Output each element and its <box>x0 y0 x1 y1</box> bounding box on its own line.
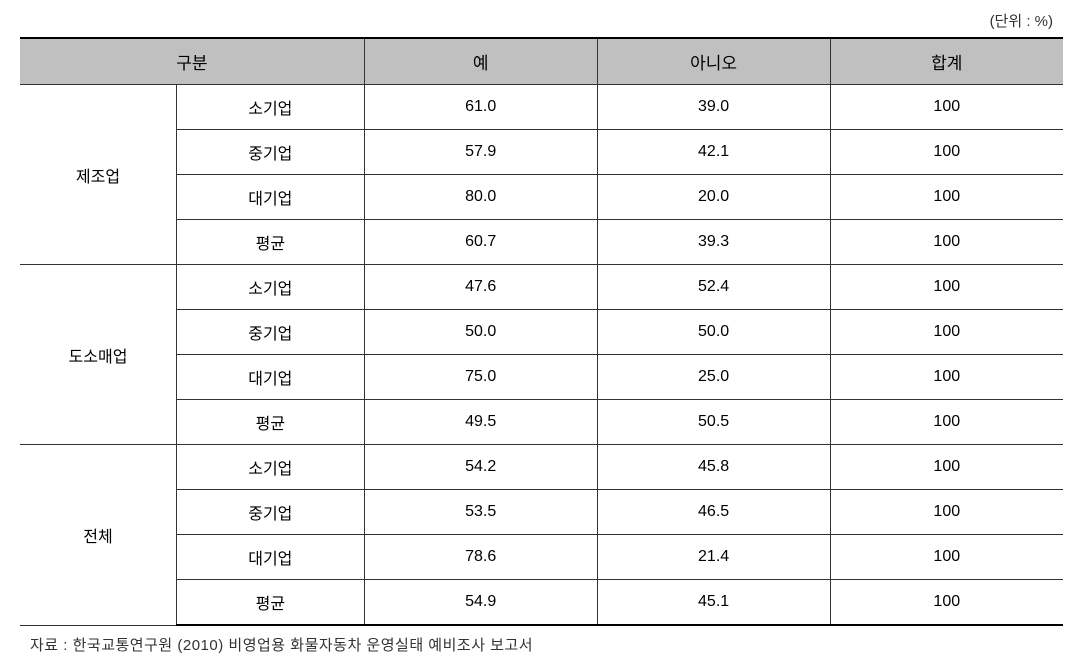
cell-total: 100 <box>830 265 1063 310</box>
sub-label: 소기업 <box>176 445 364 490</box>
table-row: 제조업 소기업 61.0 39.0 100 <box>20 85 1063 130</box>
cell-yes: 75.0 <box>364 355 597 400</box>
cell-no: 20.0 <box>597 175 830 220</box>
cell-no: 52.4 <box>597 265 830 310</box>
cell-yes: 47.6 <box>364 265 597 310</box>
cell-no: 39.0 <box>597 85 830 130</box>
group-label: 제조업 <box>20 85 176 265</box>
source-note: 자료 : 한국교통연구원 (2010) 비영업용 화물자동차 운영실태 예비조사… <box>20 634 1063 655</box>
cell-no: 42.1 <box>597 130 830 175</box>
table-row: 평균 49.5 50.5 100 <box>20 400 1063 445</box>
data-table: 구분 예 아니오 합계 제조업 소기업 61.0 39.0 100 중기업 57… <box>20 37 1063 626</box>
header-category: 구분 <box>20 38 364 85</box>
table-row: 평균 60.7 39.3 100 <box>20 220 1063 265</box>
cell-no: 46.5 <box>597 490 830 535</box>
cell-no: 50.5 <box>597 400 830 445</box>
table-row: 전체 소기업 54.2 45.8 100 <box>20 445 1063 490</box>
sub-label: 중기업 <box>176 490 364 535</box>
cell-total: 100 <box>830 85 1063 130</box>
table-row: 대기업 75.0 25.0 100 <box>20 355 1063 400</box>
sub-label: 중기업 <box>176 310 364 355</box>
table-row: 중기업 57.9 42.1 100 <box>20 130 1063 175</box>
cell-yes: 54.9 <box>364 580 597 626</box>
cell-total: 100 <box>830 490 1063 535</box>
table-header-row: 구분 예 아니오 합계 <box>20 38 1063 85</box>
header-no: 아니오 <box>597 38 830 85</box>
cell-no: 50.0 <box>597 310 830 355</box>
table-row: 대기업 80.0 20.0 100 <box>20 175 1063 220</box>
cell-yes: 60.7 <box>364 220 597 265</box>
cell-yes: 57.9 <box>364 130 597 175</box>
sub-label: 평균 <box>176 580 364 626</box>
table-body: 제조업 소기업 61.0 39.0 100 중기업 57.9 42.1 100 … <box>20 85 1063 626</box>
cell-total: 100 <box>830 535 1063 580</box>
sub-label: 소기업 <box>176 85 364 130</box>
cell-yes: 54.2 <box>364 445 597 490</box>
cell-no: 21.4 <box>597 535 830 580</box>
cell-no: 45.8 <box>597 445 830 490</box>
header-total: 합계 <box>830 38 1063 85</box>
table-row: 도소매업 소기업 47.6 52.4 100 <box>20 265 1063 310</box>
cell-total: 100 <box>830 355 1063 400</box>
cell-yes: 61.0 <box>364 85 597 130</box>
cell-no: 45.1 <box>597 580 830 626</box>
cell-yes: 80.0 <box>364 175 597 220</box>
sub-label: 대기업 <box>176 175 364 220</box>
sub-label: 대기업 <box>176 355 364 400</box>
table-row: 평균 54.9 45.1 100 <box>20 580 1063 626</box>
cell-total: 100 <box>830 130 1063 175</box>
cell-yes: 50.0 <box>364 310 597 355</box>
cell-total: 100 <box>830 175 1063 220</box>
cell-yes: 53.5 <box>364 490 597 535</box>
sub-label: 소기업 <box>176 265 364 310</box>
sub-label: 대기업 <box>176 535 364 580</box>
cell-total: 100 <box>830 310 1063 355</box>
group-label: 도소매업 <box>20 265 176 445</box>
unit-label: (단위 : %) <box>20 10 1063 31</box>
cell-no: 25.0 <box>597 355 830 400</box>
table-row: 대기업 78.6 21.4 100 <box>20 535 1063 580</box>
table-row: 중기업 50.0 50.0 100 <box>20 310 1063 355</box>
sub-label: 평균 <box>176 400 364 445</box>
header-yes: 예 <box>364 38 597 85</box>
cell-yes: 49.5 <box>364 400 597 445</box>
cell-total: 100 <box>830 400 1063 445</box>
table-row: 중기업 53.5 46.5 100 <box>20 490 1063 535</box>
cell-yes: 78.6 <box>364 535 597 580</box>
cell-no: 39.3 <box>597 220 830 265</box>
group-label: 전체 <box>20 445 176 626</box>
sub-label: 평균 <box>176 220 364 265</box>
cell-total: 100 <box>830 445 1063 490</box>
sub-label: 중기업 <box>176 130 364 175</box>
cell-total: 100 <box>830 220 1063 265</box>
cell-total: 100 <box>830 580 1063 626</box>
